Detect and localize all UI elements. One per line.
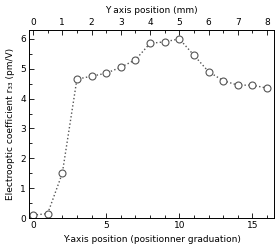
X-axis label: Y-axis position (positionner graduation): Y-axis position (positionner graduation) <box>63 236 241 244</box>
Y-axis label: Electrooptic coefficient r₃₃ (pm/V): Electrooptic coefficient r₃₃ (pm/V) <box>6 48 15 200</box>
X-axis label: Y axis position (mm): Y axis position (mm) <box>105 6 198 15</box>
